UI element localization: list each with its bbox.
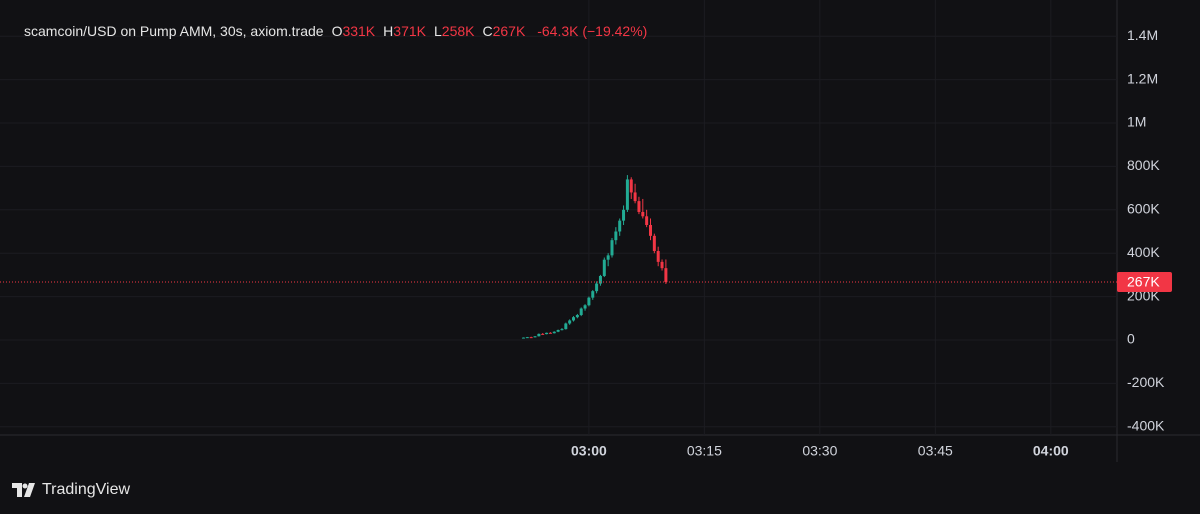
y-tick-label: 600K: [1127, 201, 1160, 217]
candle-body: [583, 305, 587, 309]
candle-body: [602, 259, 606, 276]
candle-body: [552, 331, 556, 334]
symbol-title: scamcoin/USD on Pump AMM, 30s, axiom.tra…: [24, 23, 324, 39]
candle-body: [614, 231, 618, 241]
y-tick-label: 400K: [1127, 244, 1160, 260]
ohlc-key: O: [331, 23, 343, 39]
ohlc-key: H: [383, 23, 394, 39]
ohlc-value: 267K: [492, 23, 526, 39]
candle-body: [545, 332, 549, 335]
candle-body: [579, 308, 583, 316]
brand[interactable]: TradingView: [12, 481, 130, 499]
y-tick-label: 1M: [1127, 114, 1146, 130]
candle-body: [652, 235, 656, 252]
ohlc-key: L: [433, 23, 442, 39]
x-tick-label: 03:45: [918, 443, 953, 459]
last-price-tag: [1117, 272, 1172, 293]
candle-body: [625, 179, 629, 210]
x-tick-label: 03:15: [687, 443, 722, 459]
x-tick-label: 04:00: [1033, 443, 1069, 459]
y-tick-label: -200K: [1127, 374, 1165, 390]
ohlc-values: O331K H371K L258K C267K: [324, 23, 526, 39]
candle-body: [606, 255, 610, 260]
candle-body: [648, 224, 652, 236]
candle-body: [645, 216, 649, 225]
candle-body: [641, 211, 645, 217]
candle-body: [533, 336, 537, 338]
candle-body: [591, 291, 595, 298]
candle-body: [572, 317, 576, 321]
ohlc-value: 331K: [342, 23, 376, 39]
candle-body: [664, 268, 668, 283]
candle-body: [568, 320, 572, 324]
candle-body: [548, 332, 552, 334]
candle-body: [656, 251, 660, 262]
candle-body: [575, 315, 579, 318]
candle-body: [537, 333, 541, 337]
ohlc-key: C: [482, 23, 493, 39]
candle-body: [629, 179, 633, 193]
legend-header: scamcoin/USD on Pump AMM, 30s, axiom.tra…: [24, 23, 647, 39]
ohlc-value: 371K: [393, 23, 426, 39]
last-price-label: 267K: [1127, 274, 1160, 290]
candle-body: [610, 240, 614, 256]
x-tick-label: 03:30: [802, 443, 837, 459]
candle-body: [633, 192, 637, 202]
y-tick-label: 1.4M: [1127, 27, 1158, 43]
candle-body: [618, 220, 622, 232]
candle-body: [587, 297, 591, 306]
brand-name: TradingView: [42, 481, 131, 498]
candle-body: [660, 261, 664, 269]
ohlc-value: 258K: [441, 23, 475, 39]
y-tick-label: -400K: [1127, 417, 1165, 433]
brand-logo: [12, 483, 35, 497]
candle-body: [541, 333, 545, 335]
candle-body: [564, 323, 568, 330]
y-tick-label: 1.2M: [1127, 70, 1158, 86]
candle-body: [529, 337, 533, 339]
x-tick-label: 03:00: [571, 443, 607, 459]
change: -64.3K (−19.42%): [537, 23, 648, 39]
candle-body: [521, 337, 525, 339]
candle-body: [556, 329, 560, 332]
candle-body: [637, 201, 641, 212]
candle-body: [595, 283, 599, 292]
y-tick-label: 0: [1127, 331, 1135, 347]
candle-body: [622, 209, 626, 221]
candle-body: [598, 275, 602, 284]
y-tick-label: 800K: [1127, 157, 1160, 173]
candle-body: [525, 337, 529, 339]
candle-body: [560, 329, 564, 331]
